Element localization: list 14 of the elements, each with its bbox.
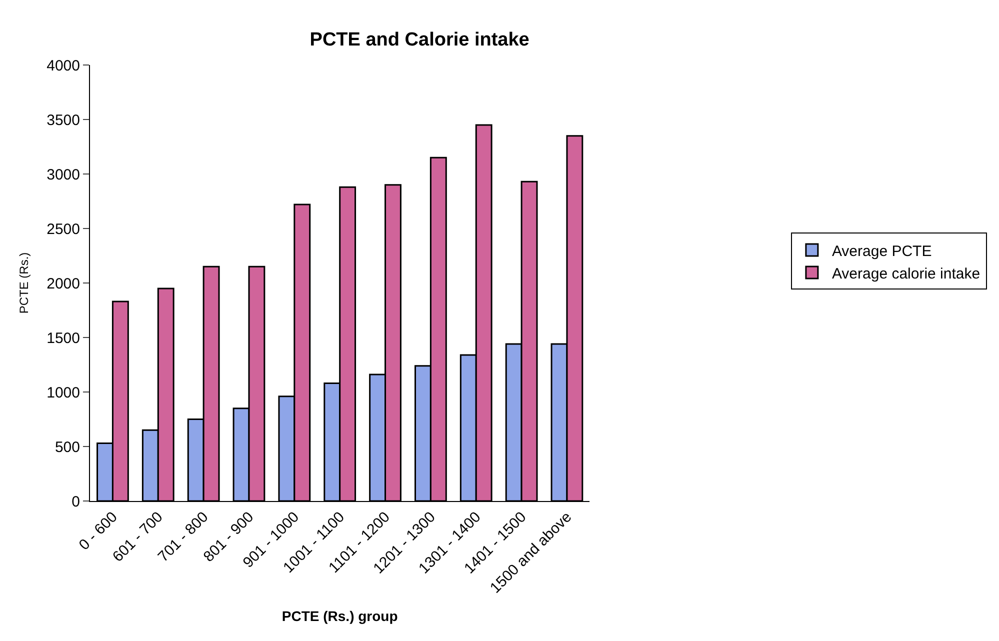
- y-tick-label: 3000: [46, 166, 80, 184]
- y-tick-label: 3500: [46, 112, 80, 129]
- y-tick-label: 1500: [46, 330, 80, 347]
- y-tick-label: 1000: [46, 384, 80, 402]
- y-tick-label: 500: [54, 438, 80, 456]
- x-axis-title: PCTE (Rs.) group: [282, 608, 398, 624]
- y-tick-label: 2000: [46, 275, 80, 292]
- y-axis-title: PCTE (Rs.): [16, 252, 31, 314]
- legend-label: Average calorie intake: [832, 265, 980, 282]
- y-tick-label: 4000: [46, 57, 80, 74]
- chart-title: PCTE and Calorie intake: [310, 29, 530, 50]
- y-tick-label: 0: [72, 493, 80, 510]
- legend-label: Average PCTE: [832, 242, 932, 260]
- y-tick-label: 2500: [46, 220, 80, 238]
